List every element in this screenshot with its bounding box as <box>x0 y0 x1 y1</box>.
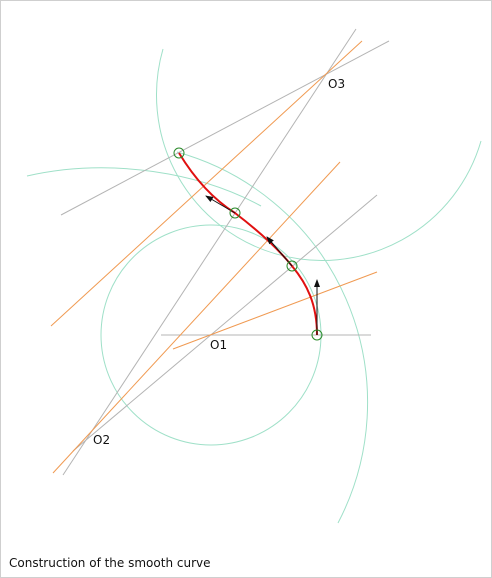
orange-line-lower <box>172 271 378 350</box>
gray-line-o3-left <box>60 40 390 216</box>
orange-tangent-lines <box>50 40 378 474</box>
point-marker-p4 <box>311 329 323 341</box>
orange-line-upper <box>50 40 363 327</box>
arrow-at-p3 <box>266 236 293 267</box>
gray-line-o2 <box>72 194 378 452</box>
label-o1: O1 <box>210 338 227 352</box>
smooth-curve <box>178 152 318 336</box>
gray-line-long-diagonal <box>62 28 357 476</box>
orange-line-middle <box>52 161 341 474</box>
gray-construction-lines <box>60 28 390 476</box>
point-marker-p3 <box>286 260 298 272</box>
arc-o3 <box>156 48 482 262</box>
arc-o2 <box>176 151 369 524</box>
label-o2: O2 <box>93 433 110 447</box>
point-marker-p2 <box>229 207 241 219</box>
arrow-at-p2 <box>205 195 236 214</box>
tangent-arrows <box>205 195 320 335</box>
diagram-caption: Construction of the smooth curve <box>9 556 211 570</box>
arc-upper-left <box>26 167 262 207</box>
point-marker-p1 <box>173 147 185 159</box>
point-markers <box>173 147 323 341</box>
label-o3: O3 <box>328 77 345 91</box>
